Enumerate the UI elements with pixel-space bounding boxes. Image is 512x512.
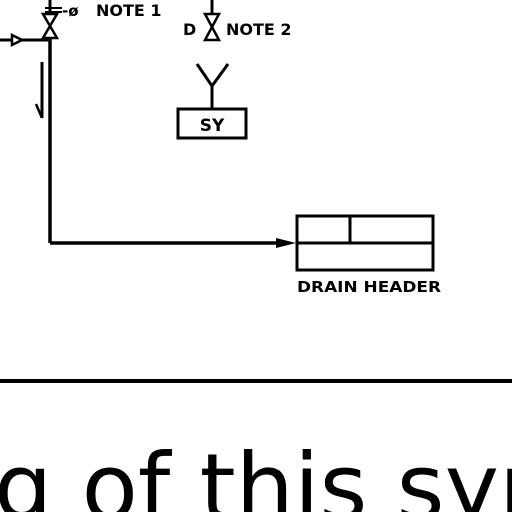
drain-arrowhead-icon (276, 238, 296, 248)
caption-text: g of this syn (0, 434, 512, 512)
note-2-prefix: D (183, 20, 196, 39)
inlet-arrowhead (10, 32, 25, 48)
flow-down-arrow-icon (34, 62, 44, 119)
valve-2-icon (202, 0, 222, 42)
note-1-prefix: -ø (62, 2, 79, 20)
valve-1-icon (40, 0, 60, 40)
antenna-icon (195, 63, 230, 109)
note-2-label: NOTE 2 (226, 20, 292, 39)
instrument-box (176, 107, 248, 140)
note-1-connector (45, 7, 62, 13)
note-1-label: NOTE 1 (96, 1, 162, 20)
drain-header-box (295, 214, 435, 272)
drain-header-label: DRAIN HEADER (297, 278, 442, 296)
instrument-label: SY (200, 116, 225, 136)
